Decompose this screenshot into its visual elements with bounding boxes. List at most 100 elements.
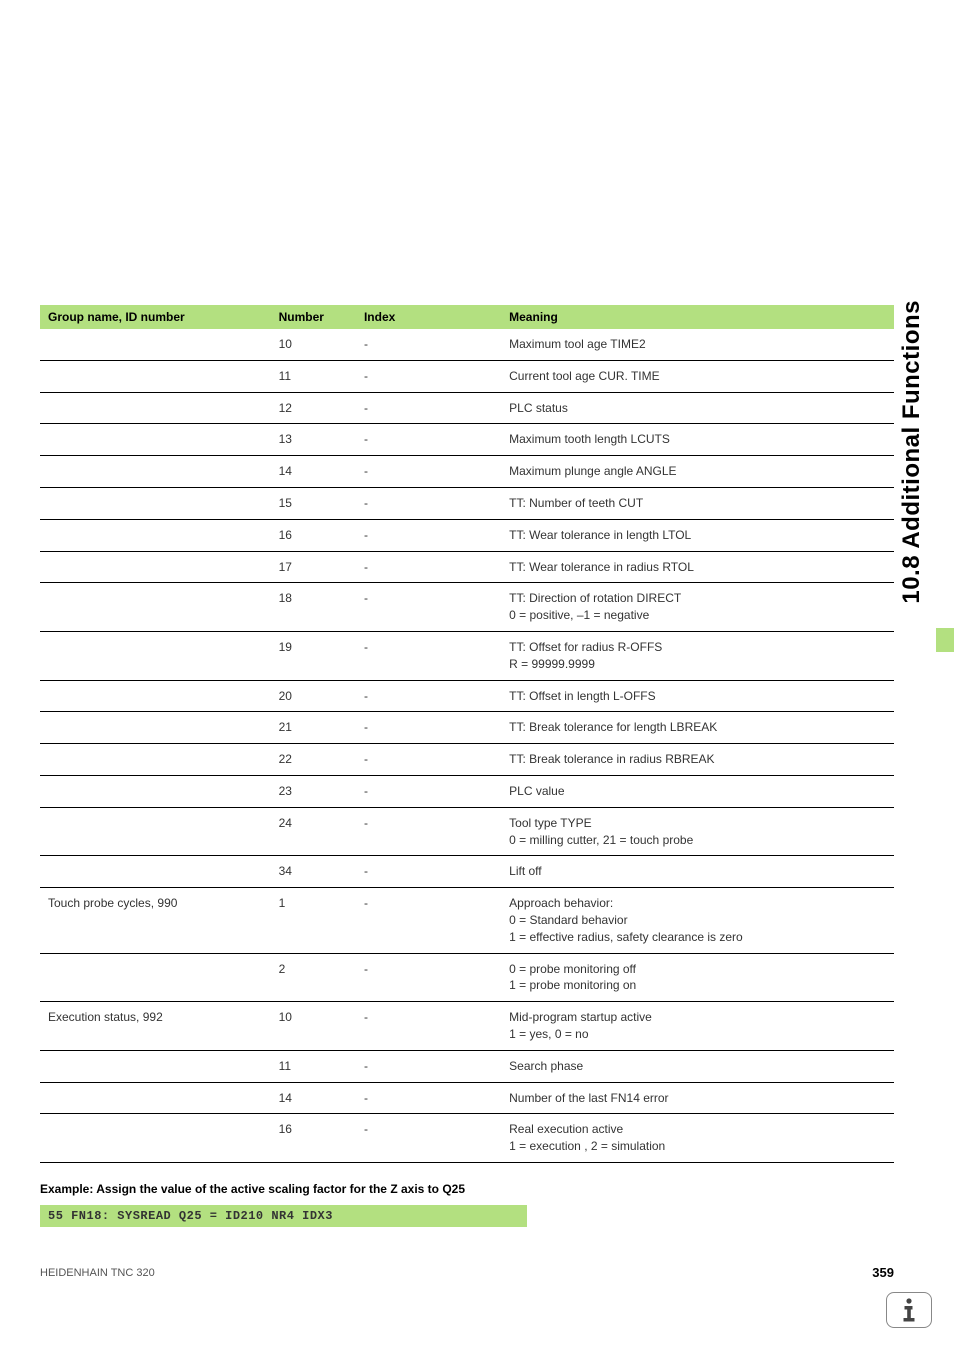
side-heading: 10.8 Additional Functions [898,300,926,604]
table-row: 13-Maximum tooth length LCUTS [40,424,894,456]
cell-group [40,456,271,488]
cell-group [40,583,271,632]
cell-number: 11 [271,360,356,392]
cell-index: - [356,1082,501,1114]
table-row: 16-TT: Wear tolerance in length LTOL [40,519,894,551]
cell-meaning: TT: Direction of rotation DIRECT0 = posi… [501,583,894,632]
cell-meaning: Approach behavior:0 = Standard behavior1… [501,888,894,953]
cell-meaning: Maximum tooth length LCUTS [501,424,894,456]
cell-index: - [356,775,501,807]
table-row: 19-TT: Offset for radius R-OFFSR = 99999… [40,631,894,680]
cell-index: - [356,487,501,519]
side-accent-bar [936,628,954,652]
cell-group [40,1114,271,1163]
cell-group [40,392,271,424]
table-row: 18-TT: Direction of rotation DIRECT0 = p… [40,583,894,632]
table-row: 34-Lift off [40,856,894,888]
cell-index: - [356,519,501,551]
header-meaning: Meaning [501,305,894,329]
cell-index: - [356,807,501,856]
info-icon-button[interactable] [886,1292,932,1328]
cell-number: 17 [271,551,356,583]
table-row: 2-0 = probe monitoring off1 = probe moni… [40,953,894,1002]
cell-meaning: TT: Break tolerance in radius RBREAK [501,744,894,776]
cell-index: - [356,1050,501,1082]
cell-number: 23 [271,775,356,807]
header-number: Number [271,305,356,329]
table-row: 17-TT: Wear tolerance in radius RTOL [40,551,894,583]
table-row: 16-Real execution active1 = execution , … [40,1114,894,1163]
cell-group [40,329,271,360]
table-row: 24-Tool type TYPE0 = milling cutter, 21 … [40,807,894,856]
cell-number: 1 [271,888,356,953]
table-header-row: Group name, ID number Number Index Meani… [40,305,894,329]
cell-group [40,807,271,856]
cell-index: - [356,680,501,712]
cell-number: 16 [271,519,356,551]
cell-index: - [356,329,501,360]
cell-number: 20 [271,680,356,712]
cell-index: - [356,392,501,424]
example-section: Example: Assign the value of the active … [40,1181,894,1227]
table-row: 23-PLC value [40,775,894,807]
cell-number: 14 [271,456,356,488]
cell-meaning: PLC status [501,392,894,424]
table-row: 22-TT: Break tolerance in radius RBREAK [40,744,894,776]
header-group: Group name, ID number [40,305,271,329]
cell-index: - [356,631,501,680]
cell-number: 15 [271,487,356,519]
cell-number: 22 [271,744,356,776]
cell-meaning: Current tool age CUR. TIME [501,360,894,392]
table-row: 11-Current tool age CUR. TIME [40,360,894,392]
cell-number: 21 [271,712,356,744]
cell-number: 14 [271,1082,356,1114]
cell-number: 24 [271,807,356,856]
cell-group [40,487,271,519]
table-row: 21-TT: Break tolerance for length LBREAK [40,712,894,744]
cell-meaning: Search phase [501,1050,894,1082]
footer-left: HEIDENHAIN TNC 320 [40,1267,155,1279]
cell-meaning: TT: Number of teeth CUT [501,487,894,519]
cell-meaning: TT: Wear tolerance in length LTOL [501,519,894,551]
table-row: 20-TT: Offset in length L-OFFS [40,680,894,712]
cell-index: - [356,551,501,583]
table-row: Execution status, 99210-Mid-program star… [40,1002,894,1051]
page-number: 359 [872,1265,894,1280]
cell-group [40,953,271,1002]
page-content: Group name, ID number Number Index Meani… [0,0,954,1227]
cell-number: 12 [271,392,356,424]
cell-group [40,424,271,456]
cell-group [40,1050,271,1082]
cell-group [40,680,271,712]
table-body: 10-Maximum tool age TIME211-Current tool… [40,329,894,1162]
cell-meaning: Lift off [501,856,894,888]
cell-group [40,631,271,680]
info-icon [901,1297,917,1323]
cell-number: 18 [271,583,356,632]
header-index: Index [356,305,501,329]
cell-index: - [356,856,501,888]
cell-meaning: TT: Offset in length L-OFFS [501,680,894,712]
cell-meaning: Maximum tool age TIME2 [501,329,894,360]
table-row: 11-Search phase [40,1050,894,1082]
cell-meaning: Mid-program startup active1 = yes, 0 = n… [501,1002,894,1051]
cell-index: - [356,712,501,744]
cell-index: - [356,744,501,776]
table-row: 14-Maximum plunge angle ANGLE [40,456,894,488]
cell-number: 10 [271,329,356,360]
cell-group [40,775,271,807]
table-row: 14-Number of the last FN14 error [40,1082,894,1114]
cell-meaning: 0 = probe monitoring off1 = probe monito… [501,953,894,1002]
cell-number: 34 [271,856,356,888]
cell-group: Execution status, 992 [40,1002,271,1051]
cell-meaning: TT: Break tolerance for length LBREAK [501,712,894,744]
cell-meaning: Maximum plunge angle ANGLE [501,456,894,488]
cell-index: - [356,424,501,456]
parameters-table: Group name, ID number Number Index Meani… [40,305,894,1163]
cell-group [40,551,271,583]
code-block: 55 FN18: SYSREAD Q25 = ID210 NR4 IDX3 [40,1205,527,1227]
cell-group [40,856,271,888]
cell-number: 19 [271,631,356,680]
cell-group [40,519,271,551]
cell-group [40,712,271,744]
